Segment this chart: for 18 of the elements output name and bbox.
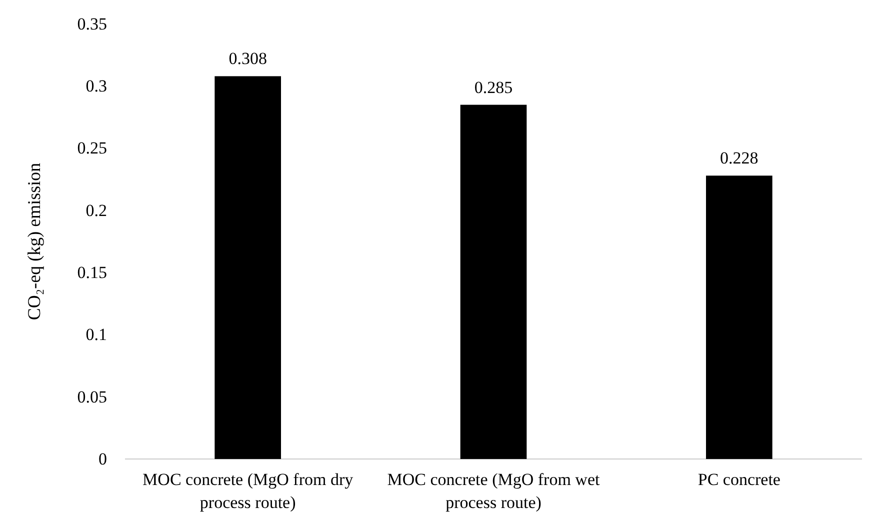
y-tick-label: 0.05 (77, 387, 107, 406)
y-tick-label: 0.35 (77, 14, 107, 34)
data-label: 0.308 (228, 49, 267, 68)
x-tick-label: MOC concrete (MgO from wet process route) (387, 470, 600, 512)
bar (214, 76, 281, 459)
y-tick-label: 0 (98, 449, 107, 468)
x-tick-label: PC concrete (698, 470, 780, 490)
data-label: 0.228 (720, 148, 758, 168)
y-tick-label: 0.1 (86, 325, 107, 344)
x-tick-label: MOC concrete (MgO from dry process route) (142, 470, 354, 512)
y-tick-label: 0.15 (77, 263, 107, 282)
y-tick-label: 0.25 (77, 138, 107, 158)
bar (460, 104, 527, 459)
data-label: 0.285 (474, 78, 513, 97)
y-tick-label: 0.2 (86, 200, 107, 220)
bar (706, 176, 772, 459)
y-axis-title: CO₂-eq (kg) emission (24, 162, 44, 320)
y-tick-label: 0.3 (86, 76, 107, 96)
